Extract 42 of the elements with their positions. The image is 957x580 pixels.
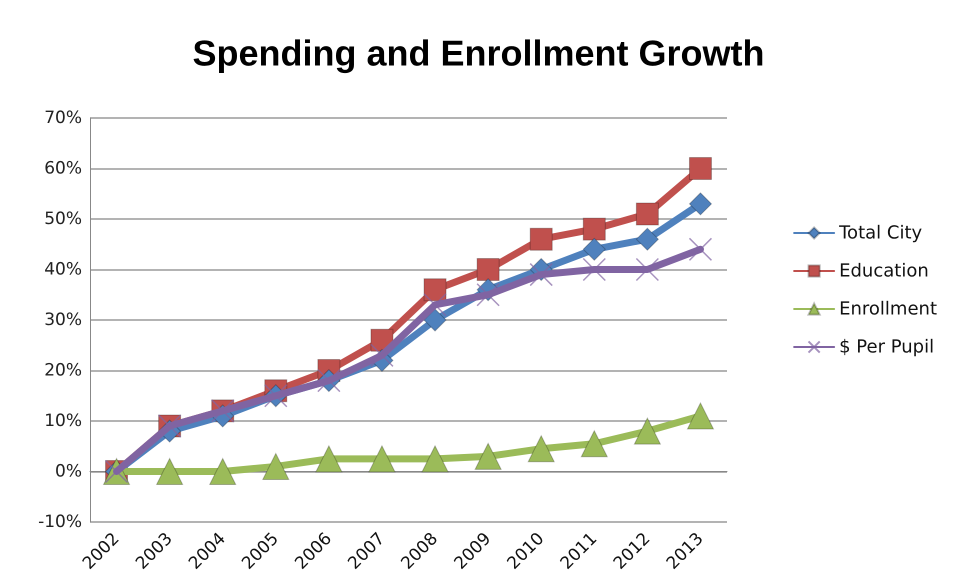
- point: [688, 238, 712, 262]
- point: [424, 308, 447, 332]
- legend-label: Enrollment: [839, 298, 937, 320]
- point: [688, 157, 712, 180]
- point: [368, 445, 396, 472]
- point: [424, 278, 447, 302]
- y-tick-label: -10%: [38, 512, 82, 532]
- chart-title: Spending and Enrollment Growth: [192, 32, 764, 74]
- y-tick-label: 0%: [55, 462, 82, 482]
- point: [528, 435, 555, 462]
- point: [636, 202, 659, 226]
- point: [686, 402, 714, 430]
- legend-label: Total City: [838, 222, 923, 244]
- point: [688, 192, 712, 216]
- point: [423, 293, 447, 317]
- point: [476, 283, 500, 306]
- point: [262, 452, 290, 480]
- point: [370, 344, 394, 368]
- point: [582, 218, 606, 241]
- point: [530, 228, 553, 251]
- point: [315, 445, 342, 472]
- point: [476, 258, 500, 281]
- point: [529, 262, 553, 286]
- point: [636, 258, 660, 282]
- point: [209, 458, 236, 485]
- y-tick-label: 50%: [44, 209, 82, 229]
- y-tick-label: 10%: [44, 411, 82, 431]
- y-tick-label: 40%: [44, 260, 82, 280]
- y-tick-label: 30%: [44, 310, 82, 330]
- legend-label: Education: [839, 260, 929, 282]
- point: [636, 228, 659, 251]
- y-tick-label: 70%: [44, 108, 82, 128]
- point: [582, 258, 606, 282]
- point: [634, 418, 661, 445]
- point: [582, 238, 606, 261]
- point: [156, 458, 184, 485]
- point: [422, 445, 449, 472]
- legend-label: $ Per Pupil: [839, 336, 934, 358]
- point: [474, 442, 502, 470]
- point: [580, 430, 608, 458]
- y-tick-label: 20%: [44, 360, 82, 380]
- y-tick-label: 60%: [44, 158, 82, 178]
